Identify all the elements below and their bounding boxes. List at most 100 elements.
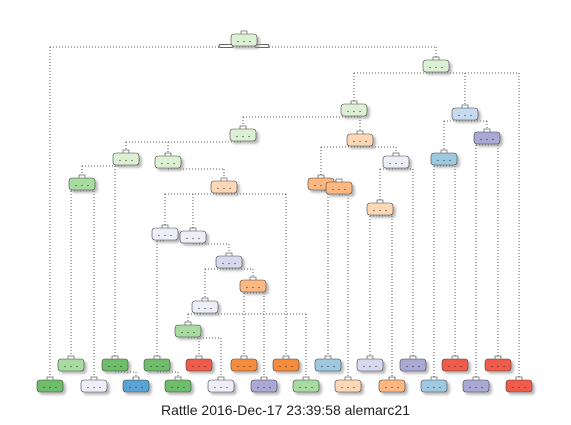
node-text-dot — [333, 365, 335, 368]
tree-leaf-node — [334, 376, 362, 393]
node-text-dot — [87, 184, 89, 187]
node-text-dot — [228, 262, 230, 265]
node-box — [505, 379, 533, 393]
node-box — [112, 152, 140, 166]
node-text-dot — [347, 386, 349, 389]
node-text-dot — [486, 138, 488, 141]
node-text-dot — [311, 386, 313, 389]
tree-split-node — [101, 355, 129, 372]
node-text-dot — [161, 162, 163, 165]
node-text-dot — [320, 184, 322, 187]
node-text-dot — [217, 187, 219, 190]
node-text-dot — [156, 365, 158, 368]
tree-leaf-node — [484, 355, 512, 372]
node-box — [229, 128, 257, 142]
node-text-dot — [418, 365, 420, 368]
tree-leaf-node — [420, 376, 448, 393]
node-text-dot — [193, 331, 195, 334]
node-text-dot — [108, 365, 110, 368]
node-text-dot — [248, 135, 250, 138]
node-box — [80, 379, 108, 393]
tree-leaf-node — [292, 376, 320, 393]
node-text-dot — [285, 365, 287, 368]
node-box — [230, 33, 258, 47]
node-text-dot — [385, 209, 387, 212]
node-text-dot — [441, 66, 443, 69]
node-text-dot — [353, 386, 355, 389]
node-text-dot — [406, 365, 408, 368]
node-text-dot — [492, 138, 494, 141]
node-text-dot — [458, 114, 460, 117]
node-text-dot — [379, 209, 381, 212]
node-text-dot — [120, 365, 122, 368]
tree-split-node — [230, 30, 258, 47]
node-text-dot — [164, 234, 166, 237]
node-text-dot — [220, 386, 222, 389]
tree-leaf-node — [36, 376, 64, 393]
node-text-dot — [412, 365, 414, 368]
node-text-dot — [353, 110, 355, 113]
node-text-dot — [470, 114, 472, 117]
tree-leaf-node — [80, 376, 108, 393]
tree-split-node — [151, 224, 179, 241]
node-text-dot — [389, 162, 391, 165]
node-text-dot — [443, 159, 445, 162]
node-box — [151, 227, 179, 241]
node-text-dot — [263, 386, 265, 389]
node-text-dot — [291, 365, 293, 368]
node-box — [250, 379, 278, 393]
tree-split-node — [174, 321, 202, 338]
node-text-dot — [167, 162, 169, 165]
tree-split-node — [430, 149, 458, 166]
node-text-dot — [158, 234, 160, 237]
tree-split-node — [112, 149, 140, 166]
tree-split-node — [473, 128, 501, 145]
node-text-dot — [49, 386, 51, 389]
node-box — [174, 324, 202, 338]
node-text-dot — [173, 162, 175, 165]
node-text-dot — [437, 159, 439, 162]
node-box — [57, 358, 85, 372]
node-box — [122, 379, 150, 393]
node-box — [143, 358, 171, 372]
tree-leaf-node — [122, 376, 150, 393]
node-text-dot — [512, 386, 514, 389]
tree-leaf-node — [399, 355, 427, 372]
tree-split-node — [154, 152, 182, 169]
node-text-dot — [369, 365, 371, 368]
node-text-dot — [135, 386, 137, 389]
node-text-dot — [397, 386, 399, 389]
node-box — [239, 279, 267, 293]
node-box — [101, 358, 129, 372]
tree-split-node — [366, 199, 394, 216]
node-text-dot — [524, 386, 526, 389]
node-box — [272, 358, 300, 372]
node-text-dot — [192, 365, 194, 368]
node-text-dot — [321, 365, 323, 368]
node-box — [185, 358, 213, 372]
node-text-dot — [204, 365, 206, 368]
node-text-dot — [449, 159, 451, 162]
node-box — [210, 180, 238, 194]
node-text-dot — [75, 184, 77, 187]
node-box — [420, 379, 448, 393]
node-text-dot — [439, 386, 441, 389]
node-text-dot — [464, 114, 466, 117]
node-text-dot — [99, 386, 101, 389]
tree-split-node — [325, 178, 353, 195]
node-text-dot — [347, 110, 349, 113]
node-text-dot — [243, 40, 245, 43]
node-text-dot — [314, 184, 316, 187]
node-box — [292, 379, 320, 393]
node-text-dot — [171, 386, 173, 389]
node-text-dot — [448, 365, 450, 368]
tree-leaf-node — [250, 376, 278, 393]
node-box — [154, 155, 182, 169]
tree-split-node — [346, 130, 374, 147]
node-text-dot — [210, 307, 212, 310]
tree-leaf-node — [230, 355, 258, 372]
node-text-dot — [518, 386, 520, 389]
tree-split-node — [340, 100, 368, 117]
node-text-dot — [222, 262, 224, 265]
node-text-dot — [93, 386, 95, 389]
